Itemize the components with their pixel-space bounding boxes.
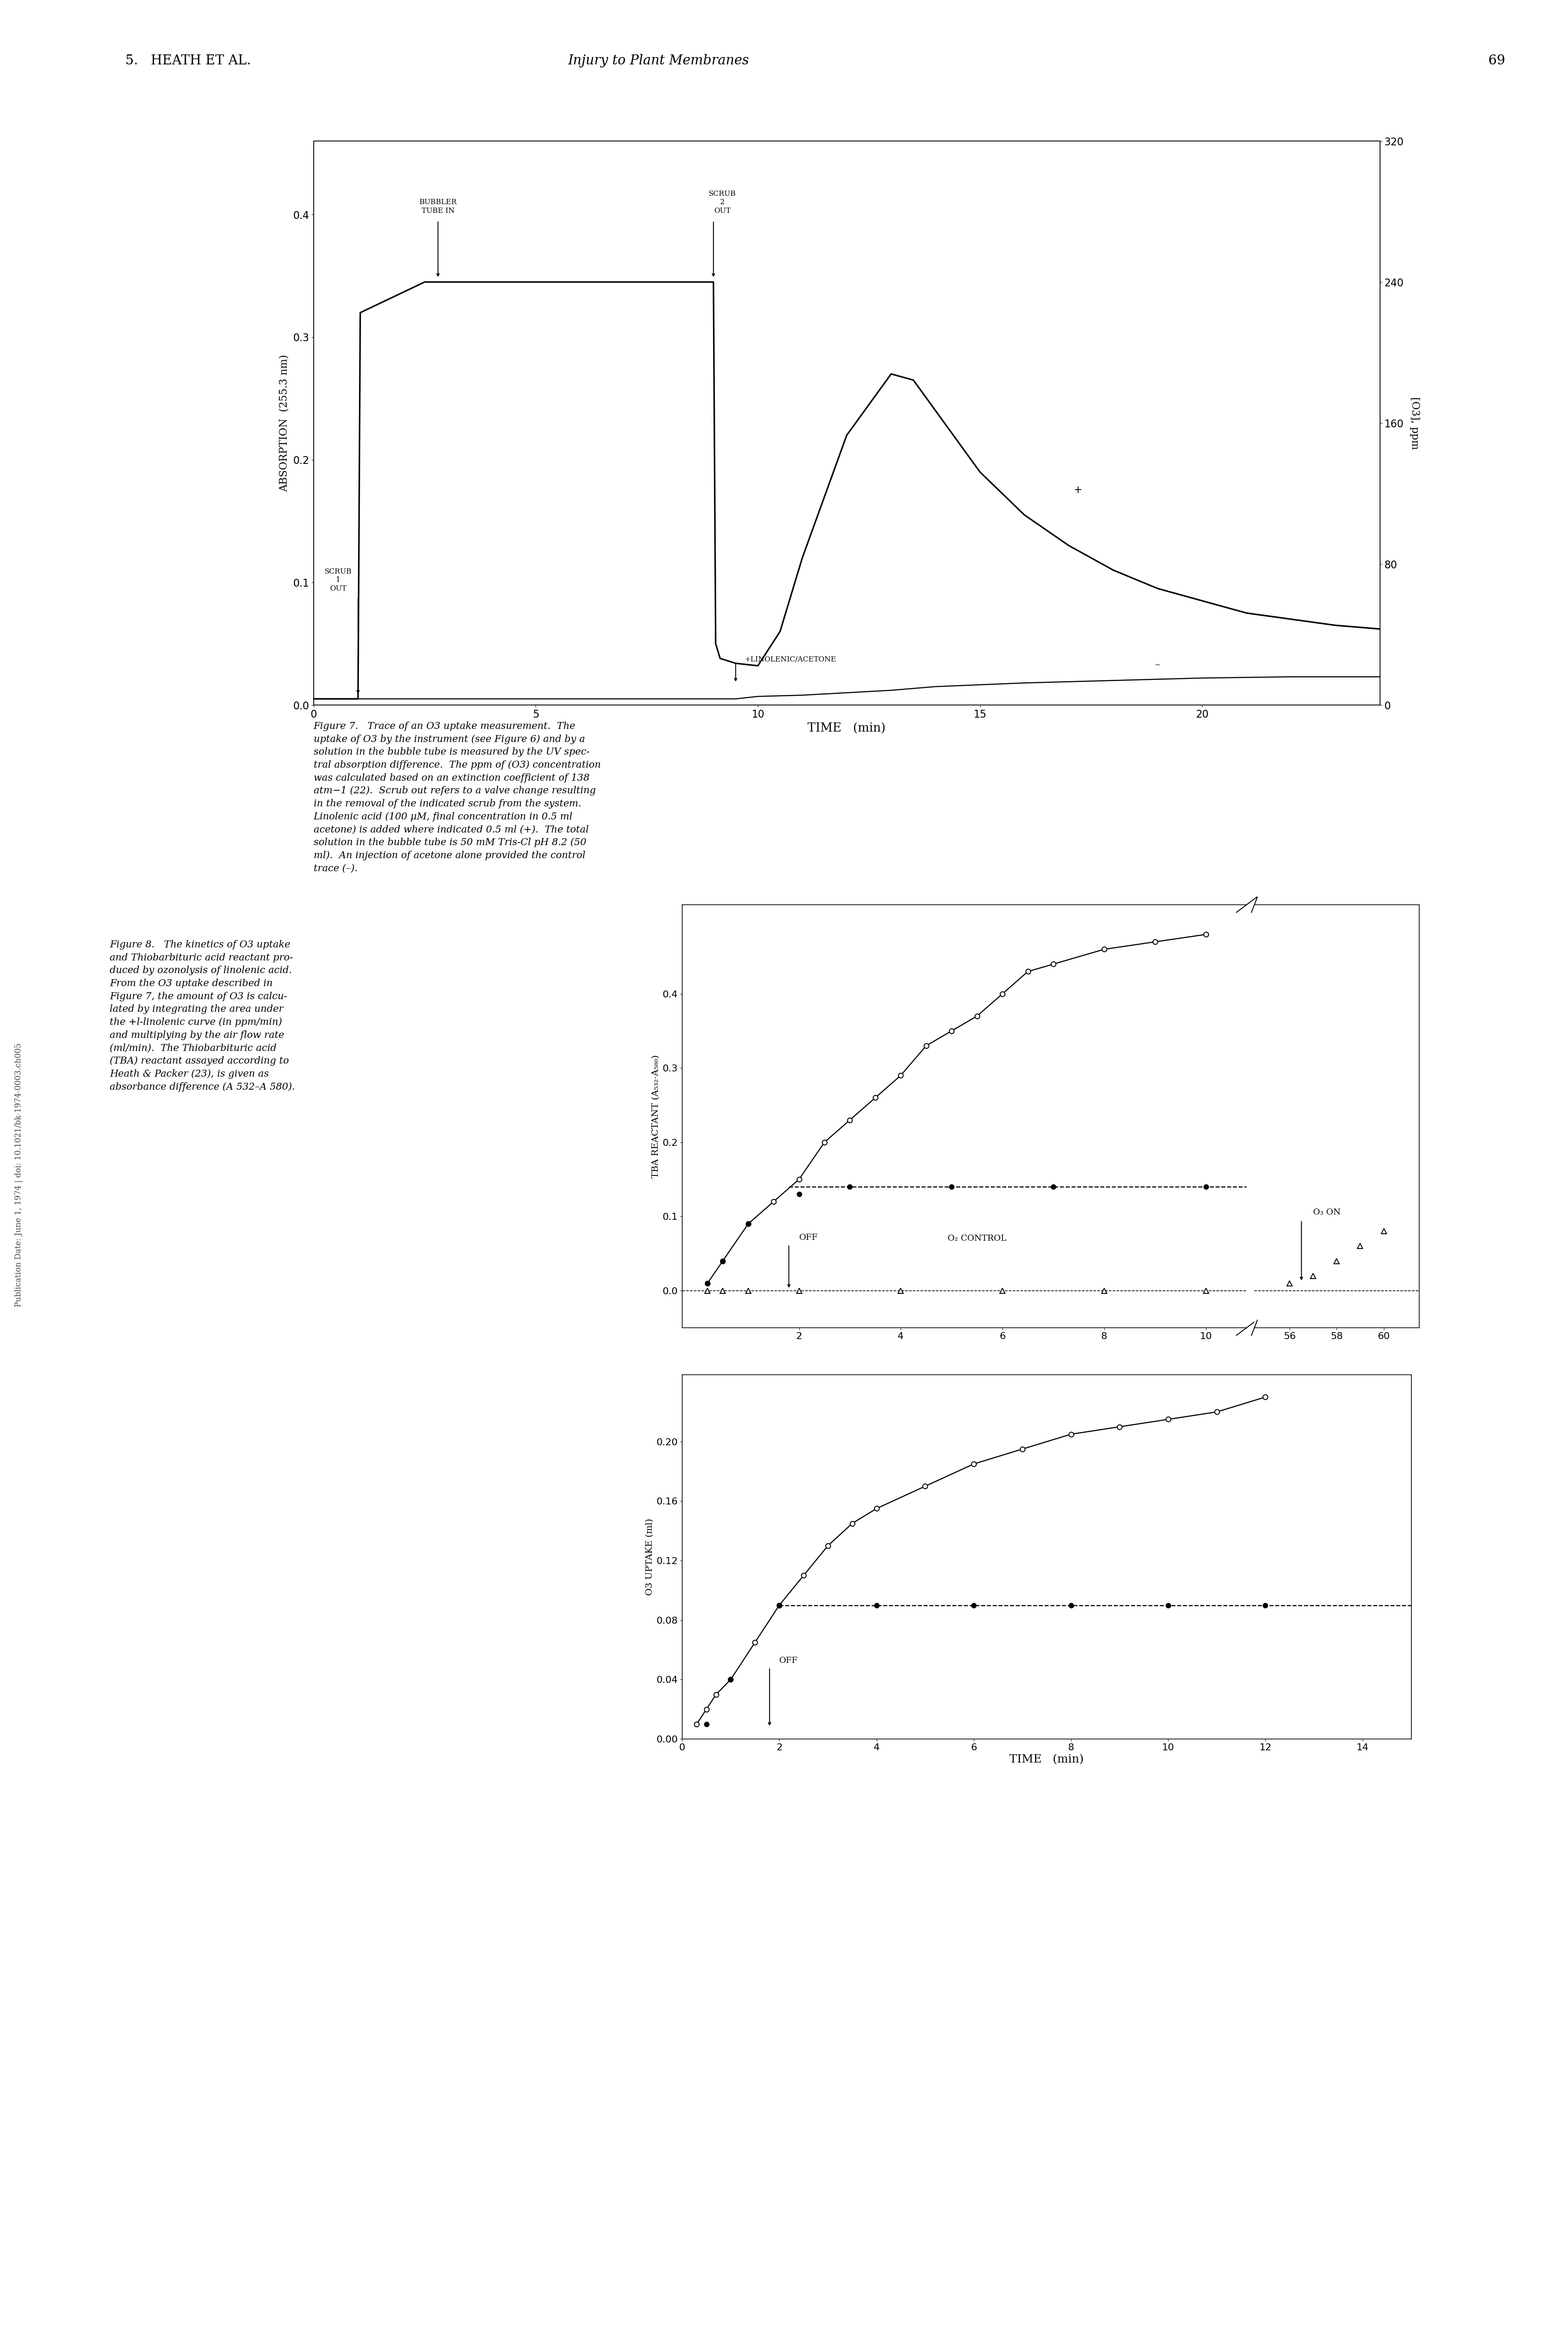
Y-axis label: [O3], ppm: [O3], ppm (1410, 397, 1419, 449)
Text: Figure 7.   Trace of an O3 uptake measurement.  The
uptake of O3 by the instrume: Figure 7. Trace of an O3 uptake measurem… (314, 721, 601, 874)
Text: 69: 69 (1488, 54, 1505, 68)
Text: O₂ CONTROL: O₂ CONTROL (947, 1234, 1007, 1243)
Y-axis label: ABSORPTION  (255.3 nm): ABSORPTION (255.3 nm) (279, 355, 290, 491)
Y-axis label: TBA REACTANT (A₅₃₂-A₅₈₀): TBA REACTANT (A₅₃₂-A₅₈₀) (652, 1055, 660, 1177)
Text: BUBBLER
TUBE IN: BUBBLER TUBE IN (419, 200, 456, 214)
X-axis label: TIME   (min): TIME (min) (808, 721, 886, 733)
Text: SCRUB
2
OUT: SCRUB 2 OUT (709, 190, 735, 214)
Text: OFF: OFF (779, 1657, 798, 1664)
X-axis label: TIME   (min): TIME (min) (1010, 1755, 1083, 1765)
Text: Publication Date: June 1, 1974 | doi: 10.1021/bk-1974-0003.ch005: Publication Date: June 1, 1974 | doi: 10… (14, 1043, 24, 1307)
Text: +: + (1074, 486, 1082, 496)
Text: OFF: OFF (800, 1234, 818, 1241)
Y-axis label: O3 UPTAKE (ml): O3 UPTAKE (ml) (646, 1518, 654, 1596)
Text: +LINOLENIC/ACETONE: +LINOLENIC/ACETONE (745, 656, 836, 663)
Text: –: – (1156, 660, 1160, 670)
Text: 5.   HEATH ET AL.: 5. HEATH ET AL. (125, 54, 251, 68)
Text: Injury to Plant Membranes: Injury to Plant Membranes (568, 54, 750, 68)
Text: SCRUB
1
OUT: SCRUB 1 OUT (325, 569, 351, 592)
Text: Figure 8.   The kinetics of O3 uptake
and Thiobarbituric acid reactant pro-
duce: Figure 8. The kinetics of O3 uptake and … (110, 940, 295, 1093)
Text: O₃ ON: O₃ ON (1314, 1208, 1341, 1217)
